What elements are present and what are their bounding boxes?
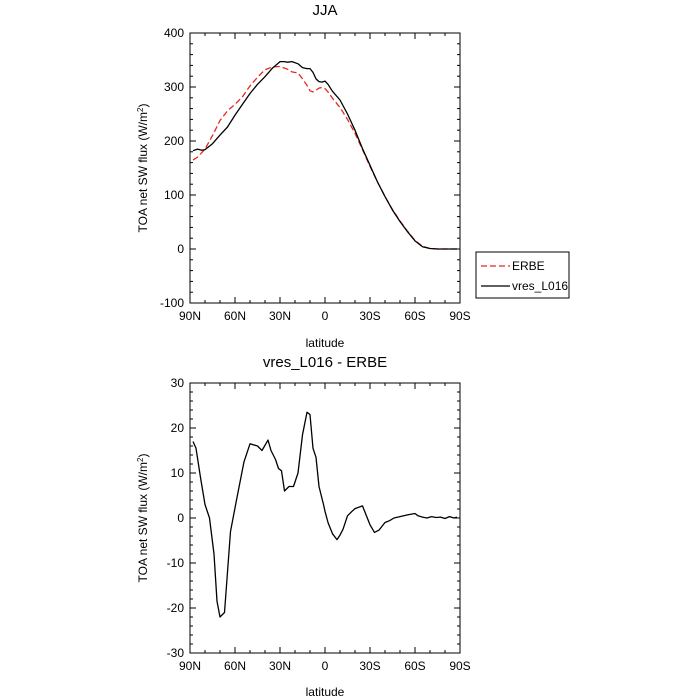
top-ytick-label: 100: [164, 188, 184, 202]
top-ytick-label: -100: [160, 296, 184, 310]
top-xtick-label: 90S: [449, 309, 470, 323]
top-series-group: [192, 60, 457, 250]
bottom-axis-ticks: 90N 60N 30N 0 30S 60S 90S -30 -20 -10 0 10 20 30: [167, 376, 471, 673]
top-xaxis-label: latitude: [306, 336, 345, 350]
bottom-yaxis-label-main: TOA net SW flux (W/m: [136, 462, 150, 582]
legend-label-erbe: ERBE: [512, 259, 545, 273]
bottom-xtick-label: 0: [322, 659, 329, 673]
top-ytick-label: 0: [177, 242, 184, 256]
bottom-ytick-label: -30: [167, 646, 185, 660]
legend: ERBE vres_L016: [475, 251, 570, 299]
bottom-ytick-label: -20: [167, 601, 185, 615]
bottom-xtick-label: 60N: [224, 659, 246, 673]
bottom-series-line-difference: [192, 411, 458, 618]
bottom-ytick-label: 20: [171, 421, 185, 435]
top-series-line-vres-l016: [192, 60, 457, 250]
bottom-yaxis-label: TOA net SW flux (W/m2): [136, 454, 151, 583]
bottom-xtick-label: 30N: [269, 659, 291, 673]
legend-box: [475, 251, 570, 299]
bottom-panel: vres_L016 - ERBE 90N 60N 30N 0 30S 60S 90S -30 -…: [136, 354, 471, 699]
bottom-xtick-label: 90N: [179, 659, 201, 673]
bottom-xaxis-label: latitude: [306, 685, 345, 699]
top-xtick-label: 0: [322, 309, 329, 323]
bottom-series-group: [192, 411, 458, 618]
bottom-xtick-label: 30S: [359, 659, 380, 673]
bottom-xtick-label: 90S: [449, 659, 470, 673]
bottom-plot-frame: [189, 382, 461, 654]
top-yaxis-label-sup: 2: [136, 107, 145, 112]
top-ytick-label: 300: [164, 80, 184, 94]
bottom-ytick-label: 0: [177, 511, 184, 525]
top-xtick-label: 60S: [404, 309, 425, 323]
top-panel: JJA 90N 60N 30N 0 30S 60S 90S -100 0 100 200 300 400…: [136, 2, 570, 350]
top-yaxis-label-end: ): [136, 104, 150, 108]
top-ytick-label: 400: [164, 26, 184, 40]
bottom-xtick-label: 60S: [404, 659, 425, 673]
top-plot-frame: [189, 32, 461, 304]
top-yaxis-label-main: TOA net SW flux (W/m: [136, 112, 150, 232]
top-yaxis-label: TOA net SW flux (W/m2): [136, 104, 151, 233]
bottom-ytick-label: 30: [171, 376, 185, 390]
bottom-chart-title: vres_L016 - ERBE: [263, 354, 387, 371]
top-xtick-label: 90N: [179, 309, 201, 323]
legend-label-vres: vres_L016: [512, 279, 568, 293]
top-xtick-label: 60N: [224, 309, 246, 323]
bottom-ytick-label: 10: [171, 466, 185, 480]
top-ytick-label: 200: [164, 134, 184, 148]
top-series-line-erbe: [192, 65, 457, 250]
bottom-yaxis-label-end: ): [136, 454, 150, 458]
top-chart-title: JJA: [312, 2, 337, 19]
bottom-yaxis-label-sup: 2: [136, 457, 145, 462]
top-xtick-label: 30S: [359, 309, 380, 323]
top-xtick-label: 30N: [269, 309, 291, 323]
bottom-ytick-label: -10: [167, 556, 185, 570]
top-axis-ticks: 90N 60N 30N 0 30S 60S 90S -100 0 100 200 300 400: [160, 26, 471, 323]
